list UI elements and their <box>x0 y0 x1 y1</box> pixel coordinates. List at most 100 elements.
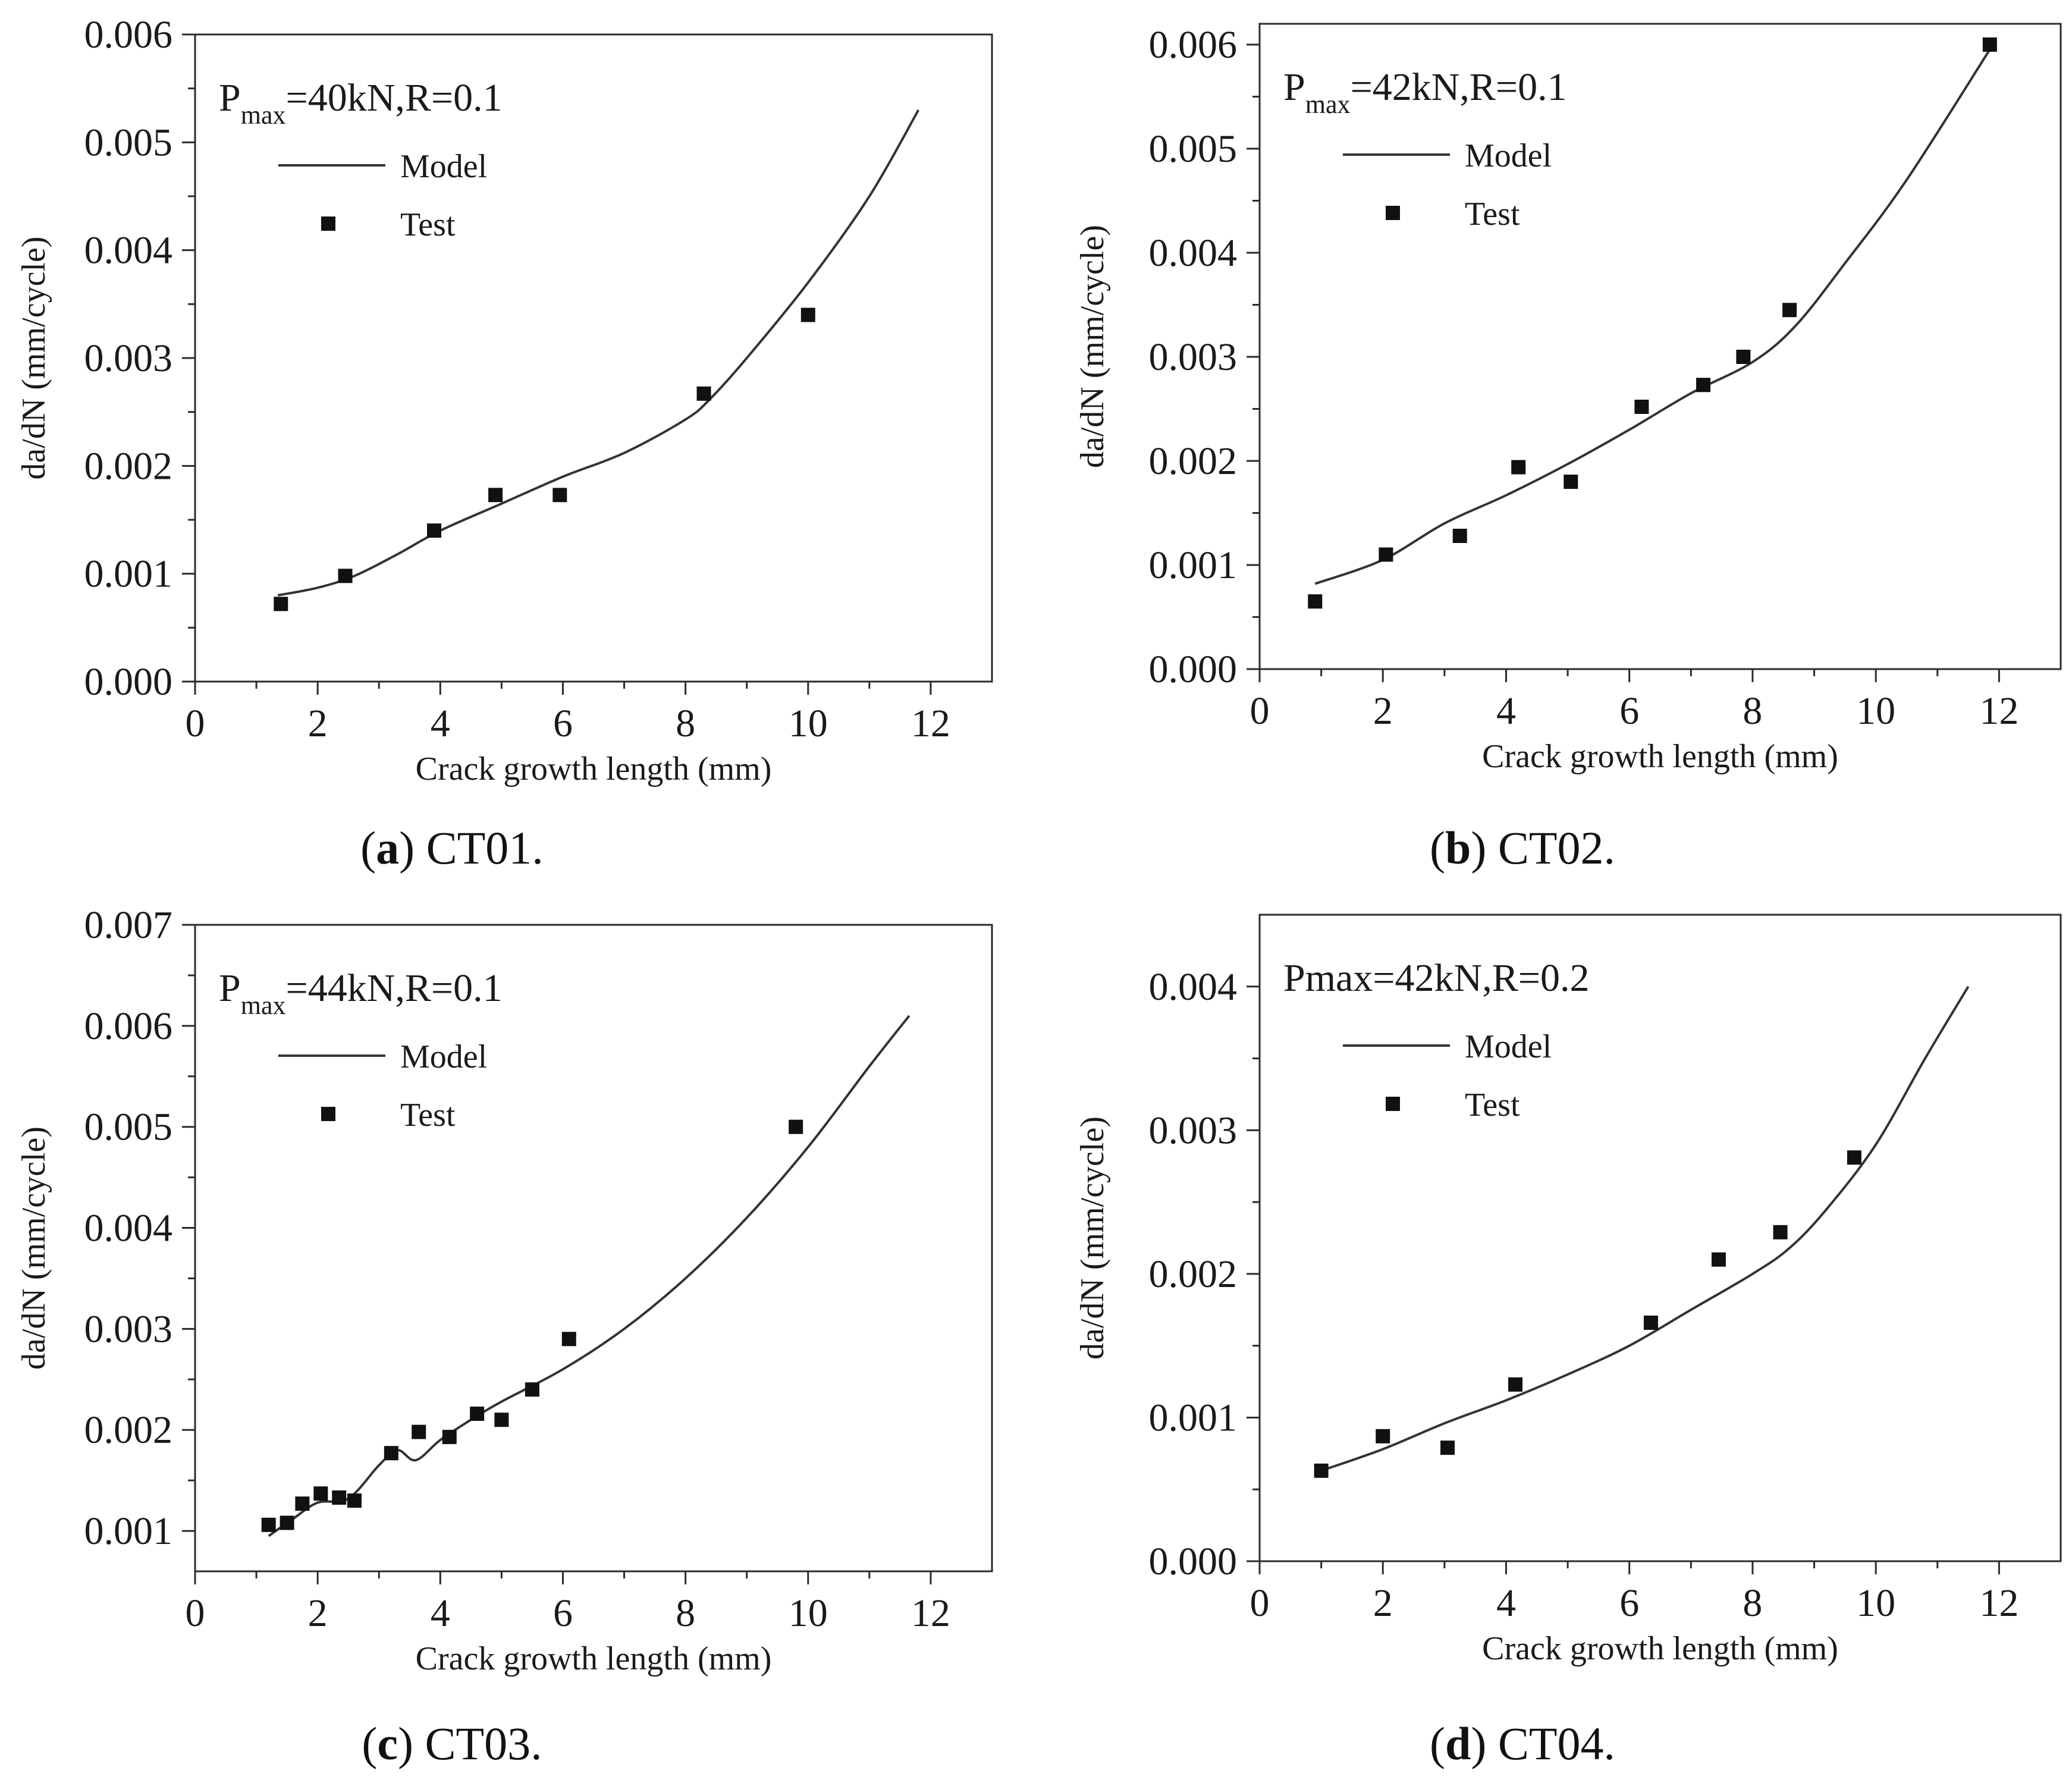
chart-panel-d: 0 2 4 6 8 10 12 0.000 0.001 0.002 0.003 0.004 Crack … <box>1074 914 2062 1667</box>
x-tick-label: 12 <box>911 1592 950 1635</box>
condition-main: P <box>219 966 241 1010</box>
caption-open: ( <box>360 822 376 874</box>
y-tick-label: 0.002 <box>84 444 173 488</box>
x-tick-label: 4 <box>431 702 450 745</box>
plot-frame <box>194 924 993 1573</box>
caption-close: ) <box>399 822 415 874</box>
test-condition-label: Pmax=42kN,R=0.1 <box>1283 65 1567 119</box>
condition-main: Pmax=42kN,R=0.2 <box>1283 956 1589 1000</box>
test-data-point <box>332 1490 347 1505</box>
x-tick-label: 2 <box>1373 1581 1393 1625</box>
test-data-point <box>1773 1225 1788 1239</box>
test-data-point <box>295 1496 310 1511</box>
test-data-point <box>696 386 711 401</box>
test-condition-label: Pmax=42kN,R=0.2 <box>1283 956 1589 1000</box>
test-data-point <box>1696 378 1711 393</box>
legend-test-marker <box>321 1107 335 1121</box>
legend-test-label: Test <box>400 1097 456 1134</box>
condition-rest: =44kN,R=0.1 <box>285 966 502 1010</box>
test-data-point <box>1564 475 1578 489</box>
y-axis-title: da/dN (mm/cycle) <box>15 237 52 480</box>
test-data-point <box>261 1517 276 1532</box>
condition-rest: =40kN,R=0.1 <box>285 76 502 120</box>
test-data-point <box>789 1119 803 1134</box>
y-tick-label: 0.003 <box>1149 1109 1238 1152</box>
test-data-point <box>1440 1440 1455 1455</box>
test-condition-label: Pmax=44kN,R=0.1 <box>219 966 503 1020</box>
caption-letter: d <box>1445 1718 1471 1769</box>
chart-panel-a: 0 2 4 6 8 10 12 0.000 0.001 0.002 0.003 0.004 0.005 0… <box>15 13 993 787</box>
test-data-point <box>1452 529 1467 543</box>
test-data-point <box>1379 547 1393 562</box>
y-tick-label: 0.001 <box>84 553 173 596</box>
x-tick-label: 12 <box>1979 689 2018 733</box>
y-tick-label: 0.003 <box>1149 335 1238 379</box>
x-axis-title: Crack growth length (mm) <box>416 1640 772 1677</box>
caption-text: CT01. <box>415 822 544 874</box>
y-tick-label: 0.005 <box>84 121 173 164</box>
y-axis-title: da/dN (mm/cycle) <box>15 1126 52 1370</box>
y-tick-label: 0.000 <box>84 660 173 704</box>
y-tick-label: 0.005 <box>1149 127 1238 171</box>
test-data-point <box>412 1424 426 1439</box>
legend: Model Test <box>1343 137 1552 233</box>
y-tick-label: 0.002 <box>1149 440 1238 483</box>
x-tick-label: 10 <box>1856 1581 1895 1625</box>
test-data-point <box>494 1413 509 1427</box>
x-tick-label: 0 <box>186 702 205 745</box>
chart-panel-c: 0 2 4 6 8 10 12 0.001 0.002 0.003 0.004 0.005 0.006 0… <box>15 903 993 1677</box>
x-axis-title: Crack growth length (mm) <box>416 751 772 787</box>
test-data-point <box>1634 400 1649 414</box>
test-data-point <box>338 569 353 583</box>
x-tick-label: 12 <box>1979 1581 2018 1625</box>
y-tick-label: 0.004 <box>84 1207 173 1250</box>
y-tick-label: 0.006 <box>1149 23 1238 67</box>
condition-subscript: max <box>241 101 286 130</box>
caption-letter: b <box>1445 822 1471 874</box>
legend-model-label: Model <box>400 148 487 185</box>
y-tick-label: 0.002 <box>1149 1253 1238 1296</box>
caption-text: CT04. <box>1486 1718 1615 1769</box>
condition-subscript: max <box>1305 90 1351 119</box>
caption-letter: a <box>376 822 399 874</box>
y-tick-label: 0.004 <box>84 229 173 272</box>
y-tick-label: 0.001 <box>1149 544 1238 587</box>
legend-model-label: Model <box>1465 137 1552 174</box>
y-tick-label: 0.003 <box>84 337 173 380</box>
x-tick-label: 10 <box>789 702 828 745</box>
model-curve <box>1320 985 1970 1472</box>
test-data-point <box>525 1382 539 1397</box>
test-data-point <box>470 1407 485 1421</box>
legend: Model Test <box>278 1038 487 1134</box>
condition-rest: =42kN,R=0.1 <box>1350 65 1566 109</box>
caption-open: ( <box>1430 1718 1445 1769</box>
x-tick-label: 2 <box>1373 689 1393 733</box>
legend-test-marker <box>1386 206 1400 220</box>
test-data-point <box>1782 303 1797 318</box>
x-tick-label: 8 <box>1743 689 1762 733</box>
condition-main: P <box>219 76 241 120</box>
test-data-point <box>1643 1316 1658 1330</box>
y-tick-label: 0.004 <box>1149 965 1238 1009</box>
test-data-point <box>442 1430 457 1445</box>
model-curve <box>1314 43 1994 585</box>
y-tick-label: 0.005 <box>84 1106 173 1149</box>
x-tick-label: 4 <box>1496 1581 1516 1625</box>
y-tick-label: 0.000 <box>1149 648 1238 691</box>
x-tick-label: 4 <box>1496 689 1516 733</box>
test-condition-label: Pmax=40kN,R=0.1 <box>219 76 503 130</box>
test-data-point <box>347 1493 362 1508</box>
x-tick-label: 12 <box>911 702 950 745</box>
legend-test-label: Test <box>1465 196 1520 233</box>
test-data-point <box>1511 460 1526 475</box>
x-tick-label: 6 <box>1619 689 1639 733</box>
test-data-point <box>561 1332 576 1347</box>
x-tick-label: 4 <box>431 1592 450 1635</box>
test-data-point <box>488 488 503 503</box>
x-tick-label: 0 <box>1250 689 1270 733</box>
legend-test-marker <box>1386 1097 1400 1111</box>
x-tick-label: 6 <box>553 702 573 745</box>
x-tick-label: 6 <box>553 1592 573 1635</box>
test-data-point <box>280 1515 294 1530</box>
